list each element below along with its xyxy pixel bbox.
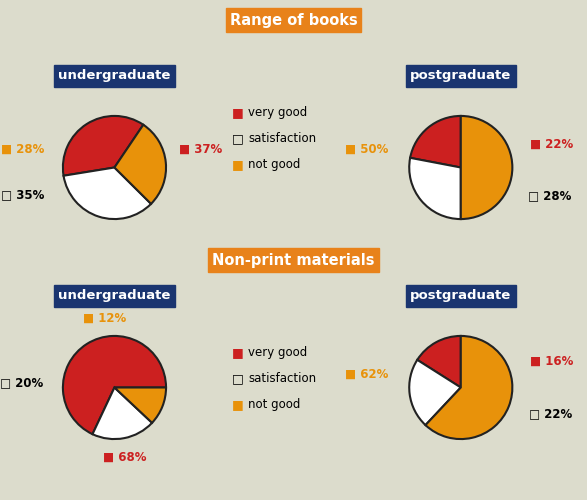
Text: □ 28%: □ 28% (528, 190, 571, 202)
Text: postgraduate: postgraduate (410, 70, 511, 82)
Text: ■: ■ (232, 398, 244, 411)
Text: ■ 62%: ■ 62% (345, 368, 389, 381)
Text: ■ 37%: ■ 37% (179, 143, 222, 156)
Text: ■ 12%: ■ 12% (83, 312, 126, 324)
Text: □ 22%: □ 22% (529, 407, 572, 420)
Text: ■ 22%: ■ 22% (531, 138, 573, 151)
Text: Non-print materials: Non-print materials (212, 252, 375, 268)
Text: ■: ■ (232, 158, 244, 171)
Wedge shape (417, 336, 461, 388)
Text: not good: not good (248, 158, 301, 171)
Wedge shape (63, 168, 151, 219)
Wedge shape (114, 125, 166, 204)
Text: postgraduate: postgraduate (410, 290, 511, 302)
Text: ■ 28%: ■ 28% (2, 143, 45, 156)
Text: ■ 50%: ■ 50% (345, 143, 389, 156)
Text: ■ 16%: ■ 16% (531, 355, 573, 368)
Text: ■: ■ (232, 106, 244, 119)
Wedge shape (461, 116, 512, 219)
Text: □ 20%: □ 20% (0, 376, 43, 389)
Text: satisfaction: satisfaction (248, 132, 316, 145)
Wedge shape (409, 360, 461, 425)
Text: ■: ■ (232, 346, 244, 359)
Text: Range of books: Range of books (230, 12, 357, 28)
Wedge shape (63, 336, 166, 434)
Text: very good: very good (248, 346, 308, 359)
Wedge shape (114, 388, 166, 423)
Text: ■ 68%: ■ 68% (103, 450, 147, 464)
Wedge shape (426, 336, 512, 439)
Wedge shape (410, 116, 461, 168)
Text: □: □ (232, 132, 244, 145)
Text: satisfaction: satisfaction (248, 372, 316, 385)
Wedge shape (63, 116, 143, 176)
Text: □: □ (232, 372, 244, 385)
Wedge shape (409, 158, 461, 219)
Text: undergraduate: undergraduate (58, 70, 171, 82)
Text: □ 35%: □ 35% (2, 188, 45, 201)
Text: not good: not good (248, 398, 301, 411)
Text: undergraduate: undergraduate (58, 290, 171, 302)
Text: very good: very good (248, 106, 308, 119)
Wedge shape (93, 388, 152, 439)
